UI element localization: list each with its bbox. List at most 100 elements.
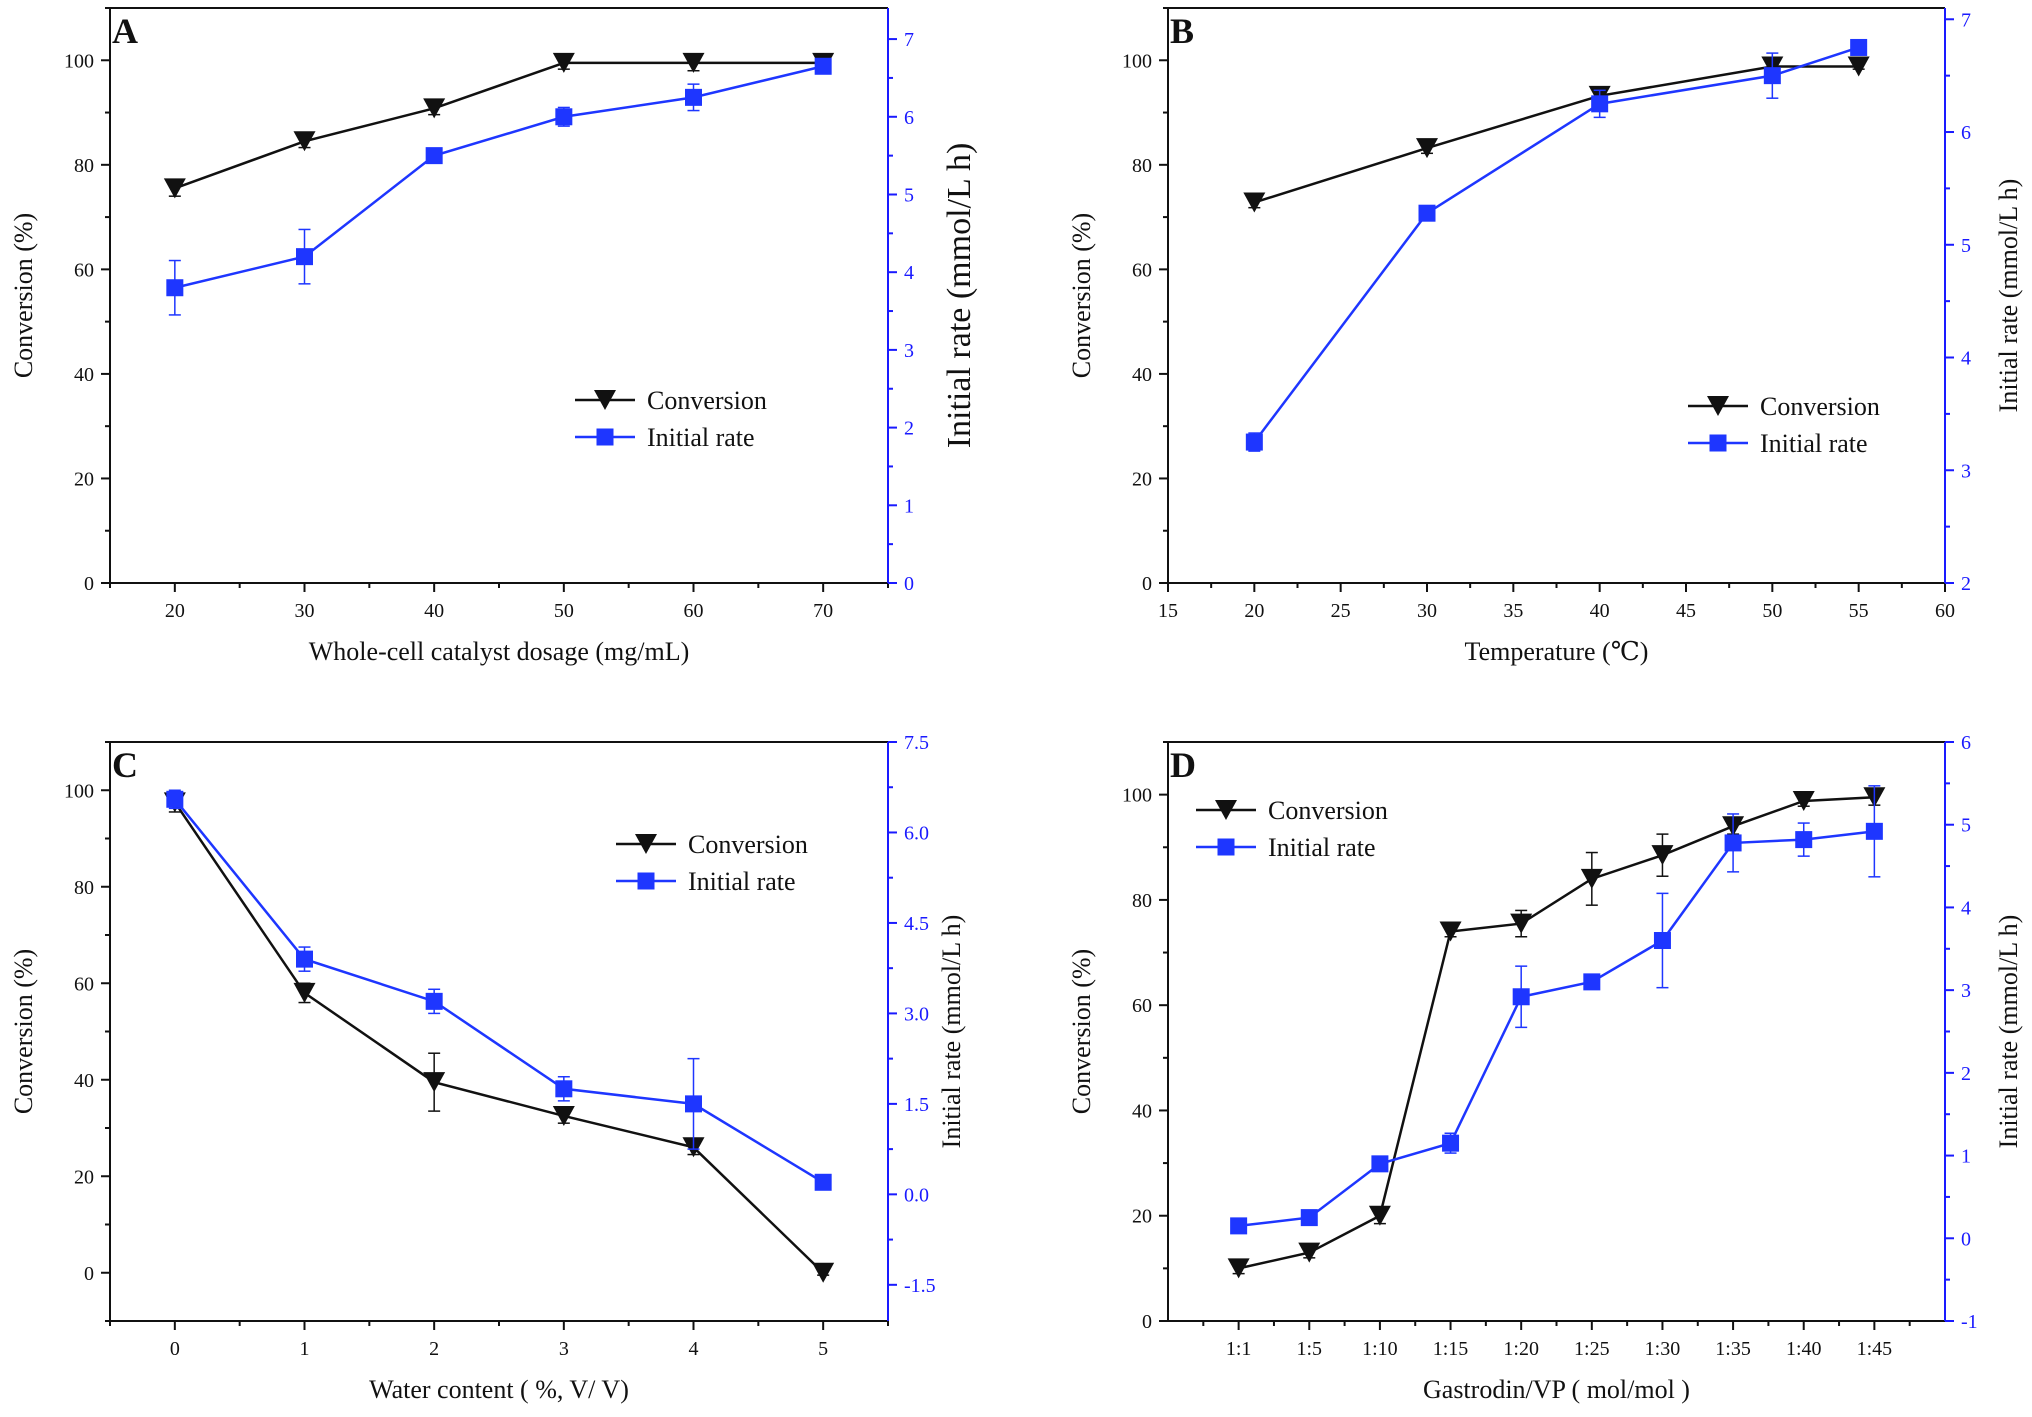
data-point <box>552 1105 575 1126</box>
data-point <box>682 52 705 73</box>
y-tick-label-right: 5 <box>1961 815 1971 837</box>
x-tick-label: 60 <box>684 600 704 622</box>
panel-letter: B <box>1170 11 1194 51</box>
y-tick-label-left: 20 <box>1132 468 1152 490</box>
y-axis-title-right: Initial rate (mmol/L h) <box>941 143 978 449</box>
x-tick-label: 30 <box>1417 600 1437 622</box>
panel-d: 1:1 1:5 1:10 1:15 1:20 1:25 1:30 1:35 1:40 1:45 0 2… <box>1067 732 2023 1404</box>
series-conversion <box>163 791 835 1283</box>
y-axis-title-left: Conversion (%) <box>9 213 38 378</box>
series-line <box>174 61 824 190</box>
data-point <box>1847 56 1870 77</box>
series-line <box>174 65 824 289</box>
panel-letter: A <box>112 11 138 51</box>
data-point <box>166 790 184 808</box>
x-tick-label: 1:5 <box>1296 1338 1322 1360</box>
y-tick-label-left: 60 <box>74 973 94 995</box>
legend-marker <box>1709 434 1727 452</box>
data-point <box>1591 95 1609 113</box>
y-tick-label-right: 0 <box>1961 1228 1971 1250</box>
y-axis-title-left: Conversion (%) <box>9 949 38 1114</box>
y-tick-label-left: 60 <box>1132 995 1152 1017</box>
series-line <box>1238 830 1875 1228</box>
data-point <box>1371 1155 1389 1173</box>
data-point <box>1442 1134 1460 1152</box>
data-point <box>296 248 313 266</box>
data-point <box>163 178 186 199</box>
data-point <box>1245 433 1263 451</box>
panel-letter: C <box>112 745 138 785</box>
legend-marker <box>1217 838 1235 856</box>
x-axis-title: Water content ( %, V/ V) <box>369 1375 629 1404</box>
y-tick-label-right: 2 <box>904 418 914 440</box>
legend: Conversion Initial rate <box>1688 392 1880 458</box>
legend-marker <box>1215 800 1237 820</box>
data-point <box>1792 790 1815 811</box>
data-point <box>685 88 702 106</box>
legend-marker <box>1707 396 1729 416</box>
y-tick-label-left: 80 <box>1132 890 1152 912</box>
data-point <box>1368 1205 1391 1226</box>
data-point <box>166 279 184 297</box>
x-tick-label: 1:45 <box>1857 1338 1893 1360</box>
x-tick-label: 45 <box>1676 600 1696 622</box>
x-tick-label: 5 <box>818 1338 828 1360</box>
data-point <box>1230 1217 1248 1235</box>
legend-label: Conversion <box>647 386 767 415</box>
y-tick-label-right: 1.5 <box>904 1094 929 1116</box>
x-tick-label: 1:40 <box>1786 1338 1822 1360</box>
x-tick-label: 3 <box>559 1338 569 1360</box>
x-tick-label: 15 <box>1158 600 1178 622</box>
data-point <box>1300 1209 1318 1227</box>
y-tick-label-left: 100 <box>1122 50 1152 72</box>
y-axis-title-left: Conversion (%) <box>1067 213 1096 378</box>
panel-letter: D <box>1170 745 1196 785</box>
x-tick-label: 20 <box>165 600 185 622</box>
y-tick-label-left: 80 <box>74 155 94 177</box>
data-point <box>1243 192 1266 213</box>
data-point <box>1418 204 1436 222</box>
y-axis-title-right: Initial rate (mmol/L h) <box>1994 179 2023 413</box>
data-point <box>425 147 443 165</box>
y-tick-label-right: 6 <box>1961 122 1971 144</box>
x-tick-label: 50 <box>554 600 574 622</box>
y-tick-label-right: -1.5 <box>904 1275 936 1297</box>
y-tick-label-left: 80 <box>74 877 94 899</box>
y-tick-label-right: 4 <box>904 262 914 284</box>
y-tick-label-right: 0 <box>904 573 914 595</box>
x-tick-label: 2 <box>429 1338 439 1360</box>
data-point <box>1227 1258 1250 1279</box>
series-initial-rate <box>166 789 832 1191</box>
data-point <box>814 1173 832 1191</box>
y-tick-label-right: 7 <box>904 29 914 51</box>
data-point <box>1850 38 1868 56</box>
y-tick-label-right: 4 <box>1961 348 1971 370</box>
x-tick-label: 60 <box>1935 600 1955 622</box>
data-point <box>1439 921 1462 942</box>
data-point <box>293 982 316 1003</box>
legend-marker <box>635 834 657 854</box>
y-tick-label-right: 6 <box>1961 732 1971 754</box>
y-tick-label-left: 40 <box>74 1070 94 1092</box>
series-initial-rate <box>166 57 832 316</box>
y-tick-label-left: 0 <box>1142 573 1152 595</box>
legend-label: Initial rate <box>1268 833 1376 862</box>
x-tick-label: 50 <box>1762 600 1782 622</box>
y-tick-label-right: 6.0 <box>904 822 929 844</box>
y-tick-label-right: 5 <box>904 184 914 206</box>
x-axis-title: Temperature (℃) <box>1465 637 1649 666</box>
y-tick-label-left: 40 <box>74 364 94 386</box>
y-tick-label-left: 20 <box>74 468 94 490</box>
legend-marker <box>596 428 614 446</box>
y-tick-label-right: 2 <box>1961 573 1971 595</box>
series-initial-rate <box>1230 785 1883 1235</box>
y-axis-title-left: Conversion (%) <box>1067 949 1096 1114</box>
data-point <box>296 950 313 968</box>
x-tick-label: 1:20 <box>1503 1338 1539 1360</box>
data-point <box>1865 822 1883 840</box>
y-axis-title-right: Initial rate (mmol/L h) <box>937 915 966 1149</box>
data-point <box>1724 834 1742 852</box>
y-tick-label-right: 7 <box>1961 9 1971 31</box>
y-tick-label-left: 0 <box>84 573 94 595</box>
y-tick-label-left: 60 <box>74 259 94 281</box>
